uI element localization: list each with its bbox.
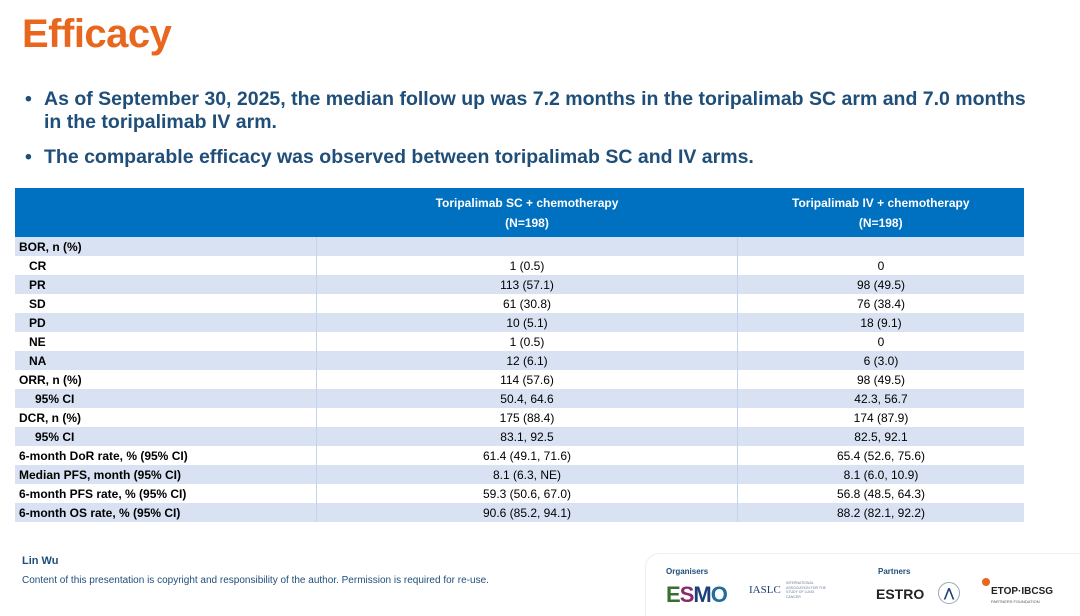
sc-value <box>316 237 738 256</box>
sponsor-logos: Organisers Partners ESMO IASLC INTERNATI… <box>645 553 1080 616</box>
table-header: Toripalimab SC + chemotherapy (N=198) Tor… <box>15 188 1024 237</box>
table-row: 95% CI 83.1, 92.5 82.5, 92.1 <box>15 427 1024 446</box>
etop-subtitle: PARTNERS FOUNDATION <box>991 599 1040 604</box>
table-row: NA 12 (6.1) 6 (3.0) <box>15 351 1024 370</box>
esmo-logo: ESMO <box>666 582 728 607</box>
copyright-notice: Content of this presentation is copyrigh… <box>22 575 489 586</box>
row-label: ORR, n (%) <box>15 370 317 389</box>
iv-value: 88.2 (82.1, 92.2) <box>737 503 1024 522</box>
iaslc-subtitle: INTERNATIONAL ASSOCIATION FOR THE STUDY … <box>786 581 826 599</box>
header-blank <box>15 188 317 237</box>
row-label: SD <box>15 294 317 313</box>
sc-value: 59.3 (50.6, 67.0) <box>316 484 738 503</box>
iv-value: 65.4 (52.6, 75.6) <box>737 446 1024 465</box>
iv-value: 0 <box>737 256 1024 275</box>
bullet-list: As of September 30, 2025, the median fol… <box>22 88 1032 181</box>
row-label: CR <box>15 256 317 275</box>
sc-value: 61.4 (49.1, 71.6) <box>316 446 738 465</box>
sc-value: 83.1, 92.5 <box>316 427 738 446</box>
iv-value: 18 (9.1) <box>737 313 1024 332</box>
table-row: ORR, n (%) 114 (57.6) 98 (49.5) <box>15 370 1024 389</box>
author: Lin Wu <box>22 555 59 567</box>
sc-value: 61 (30.8) <box>316 294 738 313</box>
table-row: DCR, n (%) 175 (88.4) 174 (87.9) <box>15 408 1024 427</box>
slide-title: Efficacy <box>22 12 172 56</box>
bullet-item: The comparable efficacy was observed bet… <box>22 146 1032 169</box>
sc-value: 50.4, 64.6 <box>316 389 738 408</box>
row-label: 6-month DoR rate, % (95% CI) <box>15 446 317 465</box>
table-row: BOR, n (%) <box>15 237 1024 256</box>
row-label: 6-month PFS rate, % (95% CI) <box>15 484 317 503</box>
row-label: BOR, n (%) <box>15 237 317 256</box>
bullet-item: As of September 30, 2025, the median fol… <box>22 88 1032 134</box>
sc-value: 1 (0.5) <box>316 256 738 275</box>
organisers-label: Organisers <box>666 567 709 576</box>
iv-value: 98 (49.5) <box>737 370 1024 389</box>
iv-value: 76 (38.4) <box>737 294 1024 313</box>
table-row: 95% CI 50.4, 64.6 42.3, 56.7 <box>15 389 1024 408</box>
header-sc: Toripalimab SC + chemotherapy (N=198) <box>316 188 738 237</box>
row-label: 6-month OS rate, % (95% CI) <box>15 503 317 522</box>
table-row: 6-month DoR rate, % (95% CI) 61.4 (49.1, … <box>15 446 1024 465</box>
sc-value: 175 (88.4) <box>316 408 738 427</box>
table-row: 6-month OS rate, % (95% CI) 90.6 (85.2, 9… <box>15 503 1024 522</box>
row-label: 95% CI <box>15 389 317 408</box>
row-label: NA <box>15 351 317 370</box>
sc-value: 114 (57.6) <box>316 370 738 389</box>
sc-value: 10 (5.1) <box>316 313 738 332</box>
table-row: 6-month PFS rate, % (95% CI) 59.3 (50.6, … <box>15 484 1024 503</box>
row-label: NE <box>15 332 317 351</box>
table-row: CR 1 (0.5) 0 <box>15 256 1024 275</box>
efficacy-table: Toripalimab SC + chemotherapy (N=198) Tor… <box>15 188 1024 522</box>
iv-value: 174 (87.9) <box>737 408 1024 427</box>
partners-label: Partners <box>878 567 911 576</box>
iv-value: 42.3, 56.7 <box>737 389 1024 408</box>
row-label: Median PFS, month (95% CI) <box>15 465 317 484</box>
iv-value: 82.5, 92.1 <box>737 427 1024 446</box>
iv-value: 8.1 (6.0, 10.9) <box>737 465 1024 484</box>
header-iv: Toripalimab IV + chemotherapy (N=198) <box>737 188 1024 237</box>
table-row: PD 10 (5.1) 18 (9.1) <box>15 313 1024 332</box>
row-label: DCR, n (%) <box>15 408 317 427</box>
table-row: PR 113 (57.1) 98 (49.5) <box>15 275 1024 294</box>
table-row: Median PFS, month (95% CI) 8.1 (6.3, NE) 8… <box>15 465 1024 484</box>
table-row: SD 61 (30.8) 76 (38.4) <box>15 294 1024 313</box>
society-logo-icon: ⋀ <box>938 582 960 604</box>
iv-value: 98 (49.5) <box>737 275 1024 294</box>
iv-value: 56.8 (48.5, 64.3) <box>737 484 1024 503</box>
etop-dot-icon <box>982 578 990 586</box>
sc-value: 113 (57.1) <box>316 275 738 294</box>
etop-logo: ETOP·IBCSG <box>991 586 1054 597</box>
iv-value: 6 (3.0) <box>737 351 1024 370</box>
estro-logo: ESTRO <box>876 586 925 602</box>
iv-value: 0 <box>737 332 1024 351</box>
sc-value: 90.6 (85.2, 94.1) <box>316 503 738 522</box>
row-label: PR <box>15 275 317 294</box>
sc-value: 8.1 (6.3, NE) <box>316 465 738 484</box>
iaslc-logo: IASLC <box>749 584 781 596</box>
sc-value: 12 (6.1) <box>316 351 738 370</box>
sc-value: 1 (0.5) <box>316 332 738 351</box>
row-label: PD <box>15 313 317 332</box>
row-label: 95% CI <box>15 427 317 446</box>
table-row: NE 1 (0.5) 0 <box>15 332 1024 351</box>
iv-value <box>737 237 1024 256</box>
